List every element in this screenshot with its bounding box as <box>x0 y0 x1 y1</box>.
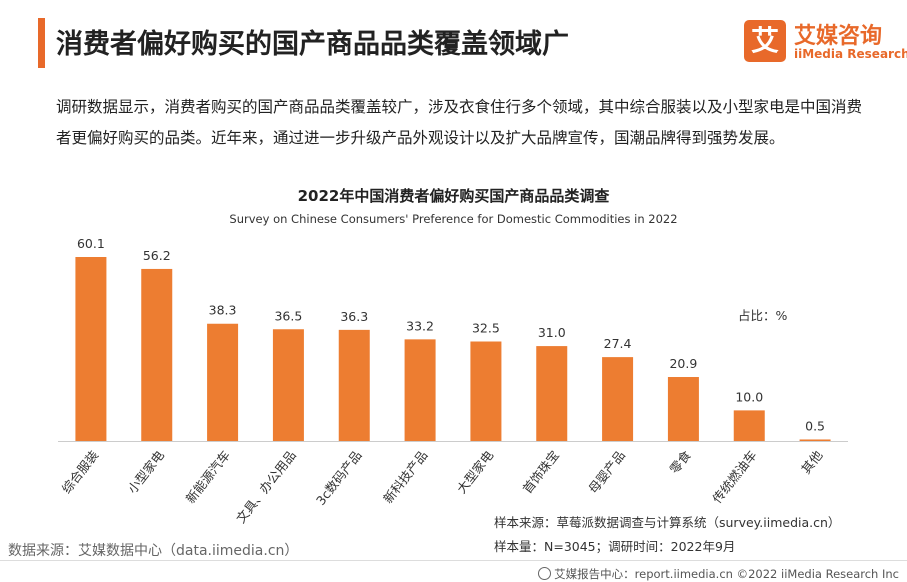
logo-chinese-name: 艾媒咨询 <box>794 24 883 49</box>
category-label: 新能源汽车 <box>183 448 233 506</box>
bar <box>338 329 370 441</box>
category-label: 小型家电 <box>125 447 168 496</box>
value-label: 32.5 <box>472 320 500 335</box>
bar <box>799 439 831 441</box>
sample-size-note: 样本量：N=3045；调研时间：2022年9月 <box>494 539 736 554</box>
value-label: 36.3 <box>340 309 368 324</box>
intro-paragraph: 调研数据显示，消费者购买的国产商品品类覆盖较广，涉及衣食住行多个领域，其中综合服… <box>56 98 863 147</box>
value-label: 10.0 <box>735 389 763 404</box>
bar <box>733 410 765 441</box>
value-label: 27.4 <box>604 336 632 351</box>
category-label: 零食 <box>667 447 695 476</box>
value-label: 20.9 <box>669 356 697 371</box>
category-label: 大型家电 <box>454 447 497 496</box>
bar <box>536 346 568 441</box>
unit-label: 占比：% <box>738 308 788 323</box>
logo-mark: 艾 <box>744 20 786 62</box>
category-label: 新科技产品 <box>380 448 430 506</box>
title-accent-bar <box>38 18 45 68</box>
value-label: 60.1 <box>77 236 105 251</box>
bar <box>141 268 173 441</box>
footer-text: 艾媒报告中心：report.iimedia.cn ©2022 iiMedia R… <box>554 567 899 581</box>
bar <box>667 377 699 441</box>
value-label: 38.3 <box>209 303 237 318</box>
value-label: 33.2 <box>406 318 434 333</box>
bar <box>602 357 634 441</box>
bar <box>75 257 107 441</box>
footer: 艾媒报告中心：report.iimedia.cn ©2022 iiMedia R… <box>538 566 899 582</box>
page-title: 消费者偏好购买的国产商品品类覆盖领域广 <box>56 29 569 60</box>
chart-subtitle: Survey on Chinese Consumers' Preference … <box>229 212 678 226</box>
category-label: 传统燃油车 <box>709 448 759 506</box>
category-label: 母婴产品 <box>585 448 628 497</box>
globe-icon <box>538 567 552 580</box>
value-label: 31.0 <box>538 325 566 340</box>
category-label: 综合服装 <box>59 448 102 497</box>
value-label: 36.5 <box>274 308 302 323</box>
category-label: 首饰珠宝 <box>520 448 563 497</box>
iimedia-logo: 艾 艾媒咨询 iiMedia Research <box>744 18 907 68</box>
data-source-note: 数据来源：艾媒数据中心（data.iimedia.cn） <box>8 543 299 559</box>
value-label: 56.2 <box>143 248 171 263</box>
category-label: 3c数码产品 <box>313 448 365 508</box>
bar <box>404 339 436 441</box>
bar <box>272 329 304 441</box>
category-label: 其他 <box>798 447 826 476</box>
sample-source-note: 样本来源：草莓派数据调查与计算系统（survey.iimedia.cn） <box>494 515 841 530</box>
value-label: 0.5 <box>805 418 825 433</box>
footer-divider <box>0 560 907 561</box>
bar <box>207 323 239 441</box>
bar <box>470 341 502 441</box>
category-label: 文具、办公用品 <box>233 448 299 526</box>
logo-english-name: iiMedia Research <box>794 47 907 61</box>
chart-title: 2022年中国消费者偏好购买国产商品品类调查 <box>297 187 610 205</box>
